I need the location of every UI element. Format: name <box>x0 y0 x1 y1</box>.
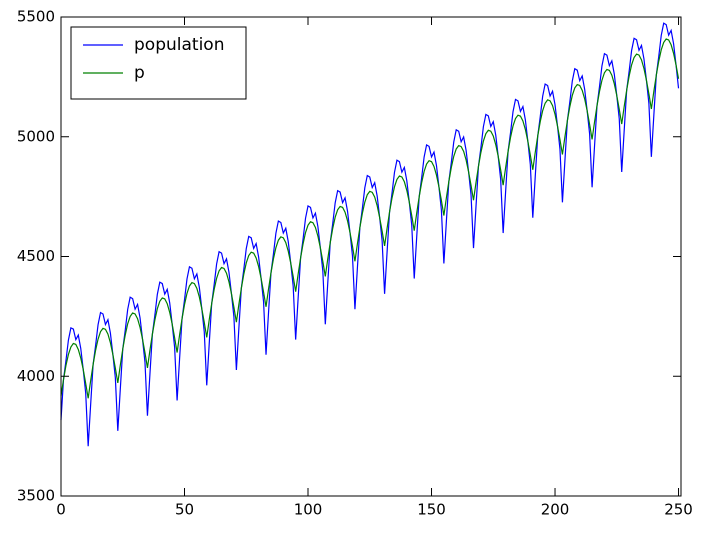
y-tick-label: 4000 <box>17 367 55 385</box>
x-tick-label: 50 <box>175 501 194 519</box>
y-tick-label: 4500 <box>17 247 55 265</box>
y-tick-label: 5000 <box>17 127 55 145</box>
legend: population p <box>70 26 247 100</box>
y-tick-label: 3500 <box>17 487 55 505</box>
data-line <box>60 38 680 399</box>
x-tick-label: 200 <box>541 501 570 519</box>
legend-label: population <box>134 35 224 55</box>
y-tick-label: 5500 <box>17 8 55 26</box>
x-tick-label: 150 <box>417 501 446 519</box>
data-line <box>60 22 680 447</box>
x-tick-label: 250 <box>664 501 693 519</box>
x-tick-label: 100 <box>294 501 323 519</box>
legend-box <box>70 26 247 100</box>
x-tick-label: 0 <box>56 501 66 519</box>
legend-label: p <box>134 63 145 83</box>
